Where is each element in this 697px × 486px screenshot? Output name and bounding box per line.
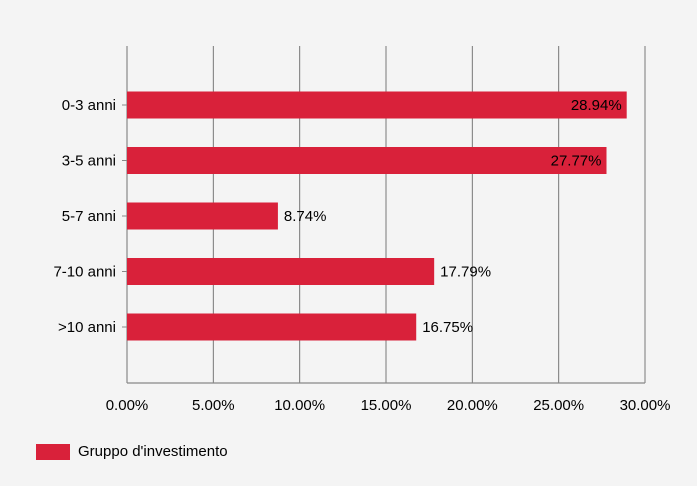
y-tick-label: 3-5 anni <box>62 153 116 170</box>
bar <box>127 91 627 119</box>
x-tick-label: 25.00% <box>533 397 584 414</box>
legend-swatch <box>36 443 70 460</box>
tick-labels: 0.00% 5.00% 10.00% 15.00% 20.00% 25.00% 30.00%… <box>53 97 670 414</box>
bar <box>127 258 435 285</box>
legend: Gruppo d'investimento <box>36 443 228 460</box>
bar <box>127 147 607 174</box>
legend-label: Gruppo d'investimento <box>78 443 228 460</box>
x-tick-label: 20.00% <box>447 397 498 414</box>
y-tick-label: >10 anni <box>58 319 116 336</box>
bar-value-label: 17.79% <box>440 264 491 281</box>
y-tick-label: 0-3 anni <box>62 97 116 114</box>
x-tick-label: 30.00% <box>620 397 671 414</box>
x-tick-label: 0.00% <box>106 397 149 414</box>
bar <box>127 202 278 230</box>
bar-value-label: 28.94% <box>571 97 622 114</box>
y-tick-label: 5-7 anni <box>62 208 116 225</box>
y-tick-label: 7-10 anni <box>53 264 116 281</box>
x-tick-label: 5.00% <box>192 397 235 414</box>
bar-value-label: 16.75% <box>422 319 473 336</box>
x-tick-label: 15.00% <box>361 397 412 414</box>
x-tick-label: 10.00% <box>274 397 325 414</box>
bars <box>127 91 627 341</box>
bar <box>127 313 417 341</box>
data-labels: 28.94% 27.77% 8.74% 17.79% 16.75% <box>284 97 622 336</box>
bar-value-label: 27.77% <box>551 153 602 170</box>
bar-value-label: 8.74% <box>284 208 327 225</box>
